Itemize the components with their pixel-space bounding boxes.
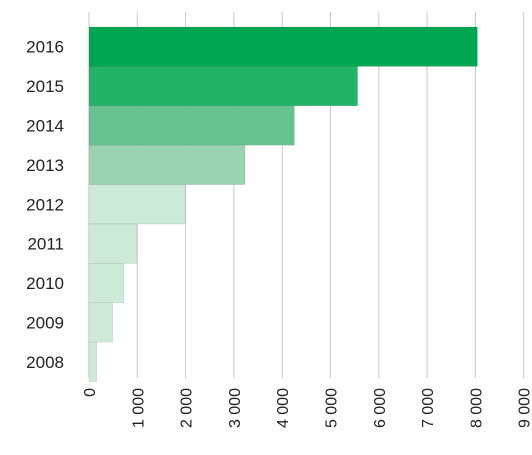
x-tick-label: 0: [82, 388, 99, 397]
category-label-2009: 2009: [26, 314, 64, 333]
category-label-2013: 2013: [26, 156, 64, 175]
x-tick-label: 4 000: [275, 388, 292, 428]
category-label-2008: 2008: [26, 353, 64, 372]
bar-2016: [88, 26, 478, 67]
category-label-2016: 2016: [26, 38, 64, 57]
bar-2011: [88, 223, 138, 264]
x-tick-label: 2 000: [179, 388, 196, 428]
category-label-2012: 2012: [26, 195, 64, 214]
category-label-2014: 2014: [26, 117, 64, 136]
x-tick-label: 8 000: [468, 388, 485, 428]
category-label-2011: 2011: [27, 235, 64, 254]
bar-2015: [88, 66, 358, 107]
x-tick-label: 3 000: [227, 388, 244, 428]
x-tick-labels: 0 1 000 2 000 3 000 4 000 5 000 6 000 7 000 8 00…: [82, 388, 532, 428]
bar-2009: [88, 302, 113, 343]
bar-2014: [88, 105, 295, 146]
category-labels: 2016 2015 2014 2013 2012 2011 2010 2009 2008: [26, 38, 64, 372]
bar-2010: [88, 263, 125, 304]
category-label-2015: 2015: [26, 77, 64, 96]
bar-2013: [88, 144, 246, 185]
bars: [88, 26, 478, 382]
bar-2008: [88, 341, 98, 382]
bar-2012: [88, 184, 186, 225]
x-tick-label: 1 000: [130, 388, 147, 428]
x-tick-label: 6 000: [372, 388, 389, 428]
x-tick-label: 7 000: [420, 388, 437, 428]
category-label-2010: 2010: [26, 274, 64, 293]
x-tick-label: 5 000: [324, 388, 341, 428]
x-tick-label: 9 000: [517, 388, 532, 428]
